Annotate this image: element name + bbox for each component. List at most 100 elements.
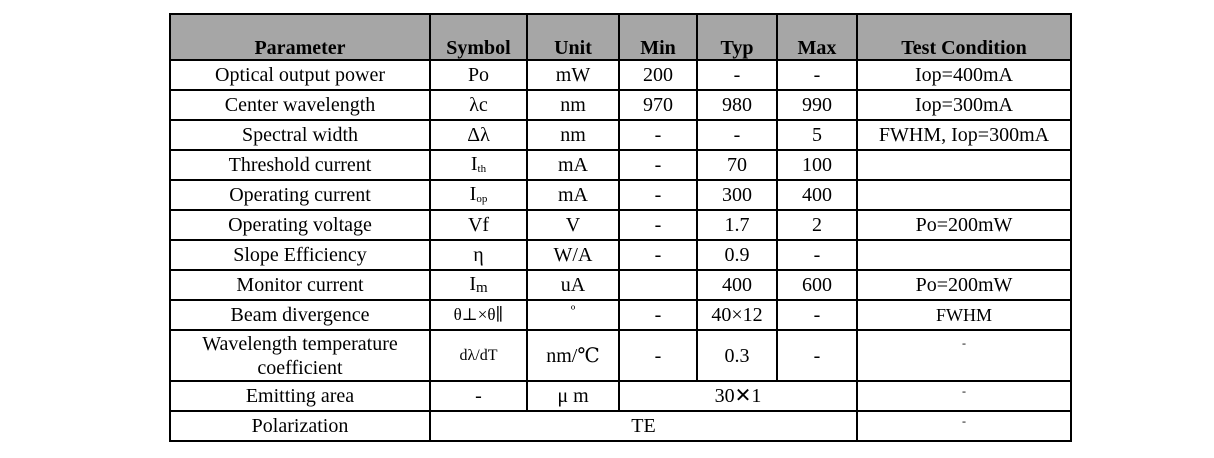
specifications-table: Parameter Symbol Unit Min Typ Max Test C… bbox=[169, 13, 1072, 442]
header-row: Parameter Symbol Unit Min Typ Max Test C… bbox=[169, 13, 1072, 61]
parameter-line-1: Wavelength temperature bbox=[202, 332, 398, 355]
table-row: Threshold current Ith mA - 70 100 bbox=[169, 149, 1072, 181]
symbol-cell: Im bbox=[429, 269, 528, 301]
condition-cell bbox=[856, 239, 1072, 271]
min-cell: - bbox=[618, 179, 698, 211]
symbol-subscript: m bbox=[476, 280, 488, 296]
min-cell: - bbox=[618, 119, 698, 151]
parameter-line-2: coefficient bbox=[257, 356, 343, 379]
table-row: Polarization TE - bbox=[169, 410, 1072, 442]
min-cell: - bbox=[618, 299, 698, 331]
condition-cell: Po=200mW bbox=[856, 209, 1072, 241]
min-cell: 970 bbox=[618, 89, 698, 121]
table-row: Spectral width Δλ nm - - 5 FWHM, Iop=300… bbox=[169, 119, 1072, 151]
condition-cell: Iop=400mA bbox=[856, 59, 1072, 91]
max-cell: 600 bbox=[776, 269, 858, 301]
parameter-cell: Operating current bbox=[169, 179, 431, 211]
typ-cell: - bbox=[696, 119, 778, 151]
typ-cell: 0.3 bbox=[696, 329, 778, 382]
max-cell: 990 bbox=[776, 89, 858, 121]
unit-cell: mA bbox=[526, 149, 620, 181]
parameter-cell: Monitor current bbox=[169, 269, 431, 301]
symbol-main: I bbox=[469, 273, 476, 295]
table-row: Monitor current Im uA 400 600 Po=200mW bbox=[169, 269, 1072, 301]
symbol-cell: θ⊥×θ∥ bbox=[429, 299, 528, 331]
symbol-subscript: th bbox=[477, 162, 487, 175]
header-test-condition: Test Condition bbox=[856, 13, 1072, 61]
condition-cell: - bbox=[856, 380, 1072, 412]
header-min: Min bbox=[618, 13, 698, 61]
parameter-cell: Emitting area bbox=[169, 380, 431, 412]
max-cell: - bbox=[776, 239, 858, 271]
table-row: Operating voltage Vf V - 1.7 2 Po=200mW bbox=[169, 209, 1072, 241]
parameter-cell: Threshold current bbox=[169, 149, 431, 181]
max-cell: - bbox=[776, 329, 858, 382]
table-row: Slope Efficiency η W/A - 0.9 - bbox=[169, 239, 1072, 271]
min-cell: - bbox=[618, 209, 698, 241]
unit-cell: W/A bbox=[526, 239, 620, 271]
symbol-cell: Po bbox=[429, 59, 528, 91]
max-cell: 400 bbox=[776, 179, 858, 211]
header-max: Max bbox=[776, 13, 858, 61]
typ-cell: - bbox=[696, 59, 778, 91]
parameter-cell: Spectral width bbox=[169, 119, 431, 151]
table-row: Beam divergence θ⊥×θ∥ º - 40×12 - FWHM bbox=[169, 299, 1072, 331]
condition-cell: Iop=300mA bbox=[856, 89, 1072, 121]
symbol-cell: dλ/dT bbox=[429, 329, 528, 382]
symbol-cell: Ith bbox=[429, 149, 528, 181]
unit-cell: nm bbox=[526, 119, 620, 151]
max-cell: - bbox=[776, 59, 858, 91]
symbol-cell: Iop bbox=[429, 179, 528, 211]
max-cell: - bbox=[776, 299, 858, 331]
unit-cell: nm bbox=[526, 89, 620, 121]
typ-cell: 70 bbox=[696, 149, 778, 181]
parameter-cell: Center wavelength bbox=[169, 89, 431, 121]
parameter-cell: Slope Efficiency bbox=[169, 239, 431, 271]
typ-cell: 980 bbox=[696, 89, 778, 121]
header-parameter: Parameter bbox=[169, 13, 431, 61]
symbol-cell: Vf bbox=[429, 209, 528, 241]
condition-cell: FWHM, Iop=300mA bbox=[856, 119, 1072, 151]
parameter-cell: Wavelength temperature coefficient bbox=[169, 329, 431, 382]
typ-cell: 400 bbox=[696, 269, 778, 301]
min-cell bbox=[618, 269, 698, 301]
typ-cell: 40×12 bbox=[696, 299, 778, 331]
min-cell: - bbox=[618, 149, 698, 181]
unit-cell: mA bbox=[526, 179, 620, 211]
unit-cell: nm/℃ bbox=[526, 329, 620, 382]
unit-cell: uA bbox=[526, 269, 620, 301]
symbol-main: I bbox=[469, 182, 477, 205]
min-cell: 200 bbox=[618, 59, 698, 91]
symbol-subscript: op bbox=[476, 192, 488, 205]
parameter-cell: Polarization bbox=[169, 410, 431, 442]
condition-cell bbox=[856, 149, 1072, 181]
symbol-cell: Δλ bbox=[429, 119, 528, 151]
table-row: Center wavelength λc nm 970 980 990 Iop=… bbox=[169, 89, 1072, 121]
unit-cell: μ m bbox=[526, 380, 620, 412]
condition-cell: Po=200mW bbox=[856, 269, 1072, 301]
header-unit: Unit bbox=[526, 13, 620, 61]
condition-cell bbox=[856, 179, 1072, 211]
condition-cell: FWHM bbox=[856, 299, 1072, 331]
condition-cell: - bbox=[856, 329, 1072, 382]
table-row: Wavelength temperature coefficient dλ/dT … bbox=[169, 329, 1072, 382]
typ-cell: 1.7 bbox=[696, 209, 778, 241]
min-cell: - bbox=[618, 239, 698, 271]
value-cell: 30✕1 bbox=[618, 380, 858, 412]
header-symbol: Symbol bbox=[429, 13, 528, 61]
typ-cell: 0.9 bbox=[696, 239, 778, 271]
table-row: Optical output power Po mW 200 - - Iop=4… bbox=[169, 59, 1072, 91]
symbol-cell: η bbox=[429, 239, 528, 271]
parameter-cell: Beam divergence bbox=[169, 299, 431, 331]
max-cell: 100 bbox=[776, 149, 858, 181]
unit-cell: º bbox=[526, 299, 620, 331]
max-cell: 5 bbox=[776, 119, 858, 151]
symbol-cell: - bbox=[429, 380, 528, 412]
condition-cell: - bbox=[856, 410, 1072, 442]
max-cell: 2 bbox=[776, 209, 858, 241]
min-cell: - bbox=[618, 329, 698, 382]
table-row: Operating current Iop mA - 300 400 bbox=[169, 179, 1072, 211]
parameter-cell: Operating voltage bbox=[169, 209, 431, 241]
symbol-cell: λc bbox=[429, 89, 528, 121]
table-row: Emitting area - μ m 30✕1 - bbox=[169, 380, 1072, 412]
